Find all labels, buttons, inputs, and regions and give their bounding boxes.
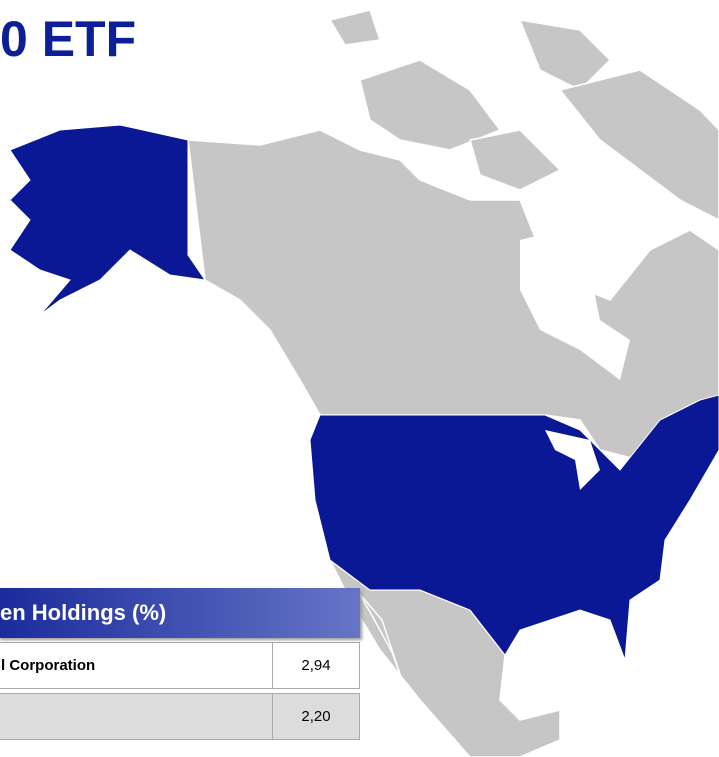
usa	[309, 394, 719, 661]
holding-name-cell	[0, 694, 272, 739]
canada	[187, 129, 719, 461]
alaska	[9, 124, 207, 316]
holdings-table: en Holdings (%) l Corporation 2,94 2,20	[0, 588, 360, 740]
table-row: l Corporation 2,94	[0, 642, 360, 689]
arctic-island	[469, 129, 562, 191]
arctic-island	[328, 9, 381, 46]
baja	[357, 591, 403, 681]
table-header: en Holdings (%)	[0, 588, 360, 638]
great-lakes	[545, 430, 600, 490]
hudson-bay	[520, 230, 630, 380]
holding-weight: 2,94	[272, 643, 359, 688]
holding-name: l Corporation	[1, 657, 96, 674]
slide-title: 0 ETF	[0, 11, 137, 67]
arctic-island	[558, 69, 719, 221]
arctic-island	[518, 19, 612, 91]
holding-weight: 2,20	[272, 694, 359, 739]
table-row: 2,20	[0, 693, 360, 740]
arctic-island	[359, 59, 502, 151]
